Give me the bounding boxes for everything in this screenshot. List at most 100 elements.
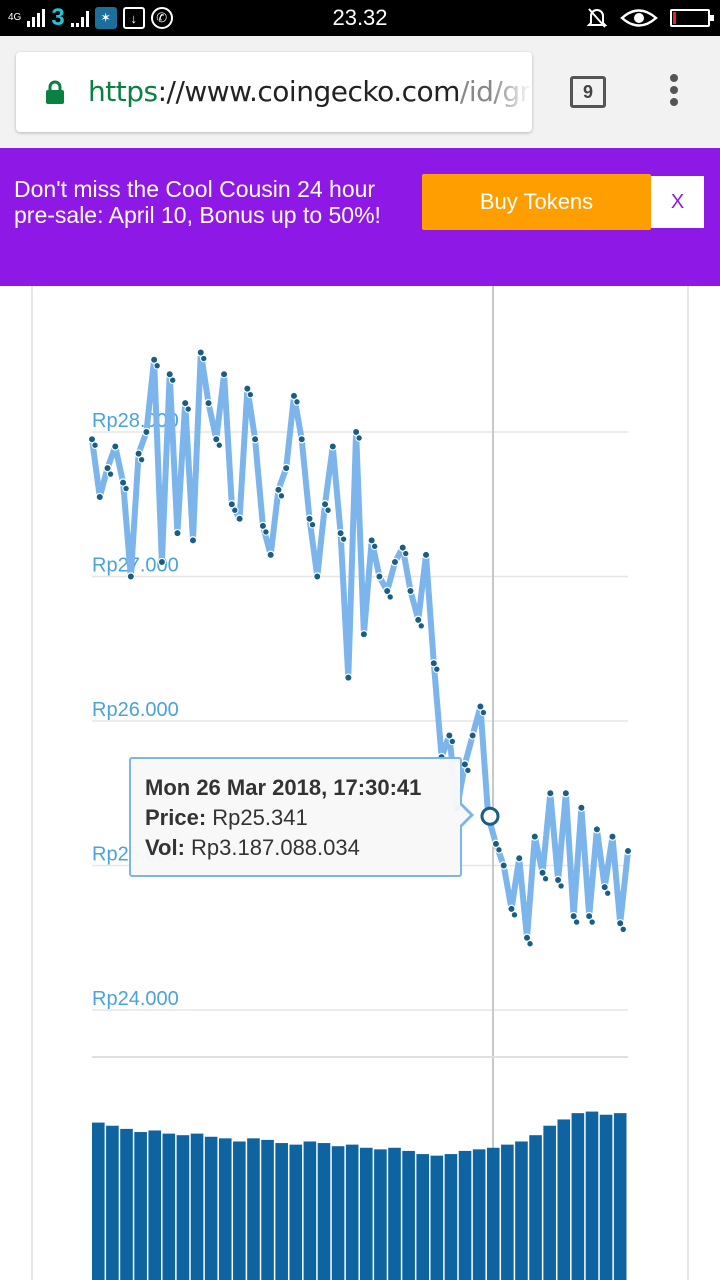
volume-bar [247,1138,260,1280]
price-point [390,557,400,567]
price-point [235,514,244,523]
volume-bar [204,1136,218,1280]
price-point [227,500,237,509]
battery-icon [670,9,714,27]
price-point [91,441,99,449]
price-point [616,919,625,928]
price-point [243,384,252,393]
price-point [367,536,376,545]
tab-switcher-button[interactable]: 9 [570,76,606,108]
price-point [262,528,270,536]
price-point [250,435,260,444]
volume-bar [261,1139,274,1280]
price-point [289,391,299,401]
price-point [134,449,143,458]
price-point [142,427,151,437]
price-point [600,882,609,892]
price-point [448,737,457,746]
signal-icon-secondary [70,9,89,27]
price-point [126,572,136,581]
promo-banner: Don't miss the Cool Cousin 24 hour pre-s… [0,148,720,286]
volume-bar [515,1141,528,1280]
price-point [421,550,431,560]
price-point [553,875,563,885]
price-point [111,442,120,451]
price-point [476,702,485,711]
volume-bar [190,1133,204,1280]
price-point [297,435,306,444]
lock-icon [46,80,64,104]
price-point [429,659,438,668]
price-point [507,904,516,914]
download-icon: ↓ [122,7,145,29]
price-point [122,484,130,493]
price-point [603,889,612,897]
price-point [258,521,268,531]
tooltip-date: Mon 26 Mar 2018, 17:30:41 [145,775,422,800]
tooltip-vol-row: Vol: Rp3.187.088.034 [145,833,460,863]
price-point [339,535,348,543]
price-point [103,463,112,473]
volume-bar [303,1141,317,1280]
volume-bar [289,1144,303,1280]
volume-bar [557,1119,571,1280]
tooltip-price-value: Rp25.341 [212,805,308,830]
price-point [510,911,519,919]
price-point [212,435,221,444]
buy-tokens-button[interactable]: Buy Tokens [422,174,651,230]
price-point [526,940,534,948]
price-point [433,665,441,673]
tooltip-vol-label: Vol: [145,835,185,860]
volume-bar [162,1133,176,1280]
price-point [515,854,524,863]
volume-bar [585,1111,599,1280]
price-point [87,435,97,444]
price-point [608,832,617,841]
whatsapp-icon: ✆ [150,7,173,29]
overflow-menu-icon[interactable] [662,74,686,110]
price-point [417,622,425,630]
tooltip-price-row: Price: Rp25.341 [145,803,460,833]
url-text: https://www.coingecko.com/id/gra [88,72,532,112]
price-point [464,766,472,775]
price-point [118,478,128,487]
volume-bar [345,1144,359,1280]
status-left-icons: 4G 3 ✶ ↓ ✆ [8,0,173,36]
price-point [184,405,192,413]
price-point [561,789,571,798]
volume-bar [529,1135,542,1280]
address-bar[interactable]: https://www.coingecko.com/id/gra [16,52,532,132]
volume-bar [458,1150,472,1280]
price-point [530,832,539,841]
price-point [181,398,190,408]
price-series-line [89,349,631,941]
volume-bar [430,1155,444,1280]
price-point [491,839,501,849]
price-point [351,427,361,437]
volume-bar [444,1154,458,1280]
price-point [588,918,596,926]
status-bar: 4G 3 ✶ ↓ ✆ 23.32 [0,0,720,36]
price-point [324,506,332,514]
price-point [204,398,213,408]
price-point [445,731,454,740]
volume-bar [486,1147,500,1280]
price-point [414,615,423,625]
volume-bar [176,1135,190,1280]
price-point [402,549,410,558]
eye-icon [620,9,658,27]
price-point [95,492,104,502]
close-banner-button[interactable]: X [651,176,704,228]
price-point [541,875,550,883]
price-point [215,441,223,449]
url-host: ://www.coingecko.com [157,75,461,108]
volume-bar [134,1132,147,1280]
app-notification-icon: ✶ [94,7,117,29]
price-point [328,442,338,451]
price-point [165,369,174,379]
price-point [499,861,508,870]
price-point [320,500,330,509]
volume-bar [218,1138,232,1280]
